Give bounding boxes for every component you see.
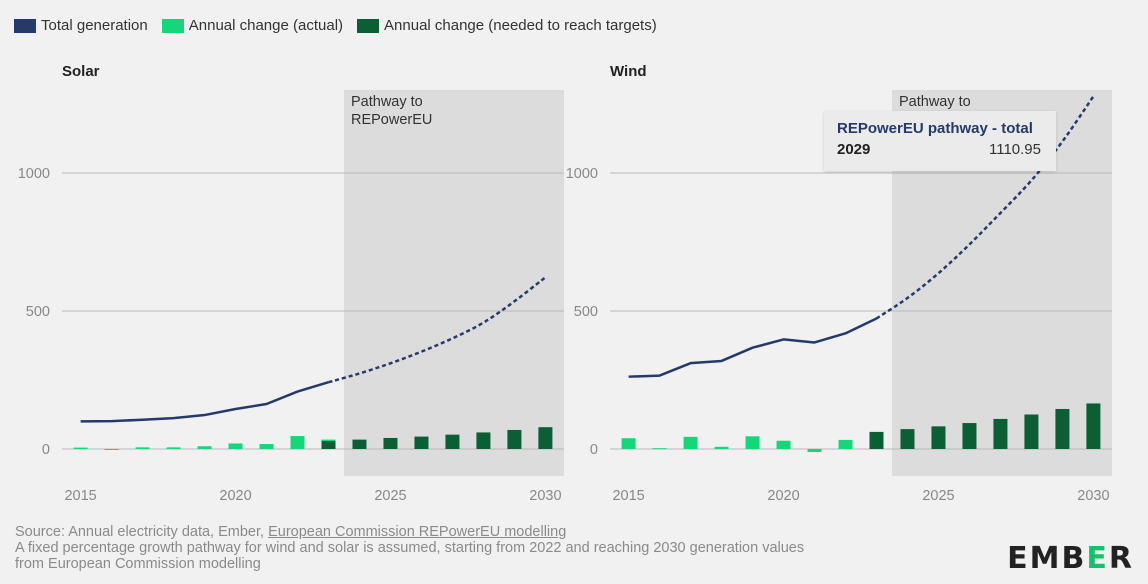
bar-annual-change-needed	[993, 418, 1008, 449]
legend-label: Total generation	[41, 17, 148, 34]
bar-annual-change-actual	[104, 449, 119, 450]
legend-item-total-generation[interactable]: Total generation	[14, 17, 148, 34]
panel-title: Solar	[62, 63, 100, 80]
bar-annual-change-needed	[1024, 414, 1039, 449]
source-note-line1: A fixed percentage growth pathway for wi…	[15, 540, 805, 556]
source-note: Source: Annual electricity data, Ember, …	[15, 524, 804, 572]
pathway-label: Pathway to	[899, 94, 971, 110]
legend-swatch	[357, 18, 380, 33]
logo-text-1: EMB	[1007, 541, 1087, 576]
y-tick-label: 0	[590, 442, 598, 458]
bar-annual-change-needed	[538, 427, 553, 449]
bar-annual-change-needed	[1055, 408, 1070, 449]
bar-annual-change-needed	[383, 437, 398, 449]
bar-annual-change-needed	[445, 434, 460, 449]
bar-annual-change-actual	[290, 436, 305, 449]
bar-annual-change-needed	[1086, 403, 1101, 449]
chart-panel-solar: 0 500 1000 2015 2020 2025 2030 Solar Pathway to R…	[18, 63, 564, 504]
x-tick-label: 2020	[219, 488, 251, 504]
y-tick-label: 0	[42, 442, 50, 458]
y-tick-label: 1000	[566, 166, 598, 182]
bar-annual-change-needed	[352, 439, 367, 449]
x-tick-label: 2015	[612, 488, 644, 504]
panel-title: Wind	[610, 63, 647, 80]
source-prefix: Source: Annual electricity data, Ember,	[15, 524, 269, 540]
bar-annual-change-actual	[652, 448, 667, 450]
logo-text-3: R	[1108, 541, 1134, 576]
bar-annual-change-actual	[683, 436, 698, 449]
x-tick-label: 2025	[922, 488, 954, 504]
bar-annual-change-actual	[228, 443, 243, 449]
legend-item-annual-change-needed[interactable]: Annual change (needed to reach targets)	[357, 17, 657, 34]
tooltip-value: 1110.95	[989, 141, 1041, 158]
bar-annual-change-needed	[900, 429, 915, 449]
bar-annual-change-actual	[197, 446, 212, 449]
bar-annual-change-needed	[931, 426, 946, 449]
source-link[interactable]: European Commission REPowerEU modelling	[268, 524, 567, 540]
bar-annual-change-actual	[73, 447, 88, 449]
x-tick-label: 2030	[529, 488, 561, 504]
y-tick-label: 500	[26, 304, 50, 320]
line-pathway-total	[875, 95, 1095, 320]
line-total-generation	[628, 317, 878, 378]
ember-logo[interactable]: EMBER	[1007, 541, 1134, 576]
pathway-label: REPowerEU	[351, 112, 432, 128]
x-tick-label: 2020	[767, 488, 799, 504]
bar-annual-change-needed	[507, 429, 522, 449]
x-tick-label: 2025	[374, 488, 406, 504]
bar-annual-change-needed	[414, 436, 429, 449]
bar-annual-change-needed	[869, 431, 884, 449]
chart-panel-wind: 0 500 1000 2015 2020 2025 2030 Wind Pathway to	[566, 63, 1112, 504]
legend-item-annual-change-actual[interactable]: Annual change (actual)	[161, 17, 344, 34]
bar-annual-change-actual	[714, 446, 729, 449]
bar-annual-change-actual	[838, 439, 853, 449]
legend-label: Annual change (needed to reach targets)	[384, 17, 657, 34]
tooltip-title: REPowerEU pathway - total	[837, 120, 1033, 137]
x-tick-label: 2030	[1077, 488, 1109, 504]
line-pathway-total	[328, 276, 547, 384]
bar-annual-change-needed	[321, 440, 336, 449]
bar-annual-change-actual	[621, 438, 636, 449]
tooltip: REPowerEU pathway - total 2029 1110.95	[824, 111, 1056, 171]
bar-annual-change-actual	[776, 440, 791, 449]
source-note-line2: from European Commission modelling	[15, 556, 261, 572]
logo-text-2: E	[1086, 541, 1109, 576]
line-total-generation	[80, 381, 329, 423]
legend-label: Annual change (actual)	[188, 17, 344, 34]
x-tick-label: 2015	[64, 488, 96, 504]
legend-swatch	[161, 18, 184, 33]
bar-annual-change-actual	[135, 447, 150, 449]
legend-swatch	[14, 18, 36, 33]
bar-annual-change-needed	[962, 423, 977, 449]
pathway-label: Pathway to	[351, 94, 423, 110]
legend: Total generation Annual change (actual) …	[14, 17, 657, 34]
bar-annual-change-actual	[745, 436, 760, 449]
pathway-shaded-region	[343, 90, 564, 476]
bar-annual-change-actual	[166, 447, 181, 449]
y-tick-label: 1000	[18, 166, 50, 182]
bar-annual-change-actual	[807, 449, 822, 453]
tooltip-year: 2029	[837, 141, 871, 158]
y-tick-label: 500	[574, 304, 598, 320]
bar-annual-change-needed	[476, 432, 491, 449]
bar-annual-change-actual	[259, 444, 274, 449]
